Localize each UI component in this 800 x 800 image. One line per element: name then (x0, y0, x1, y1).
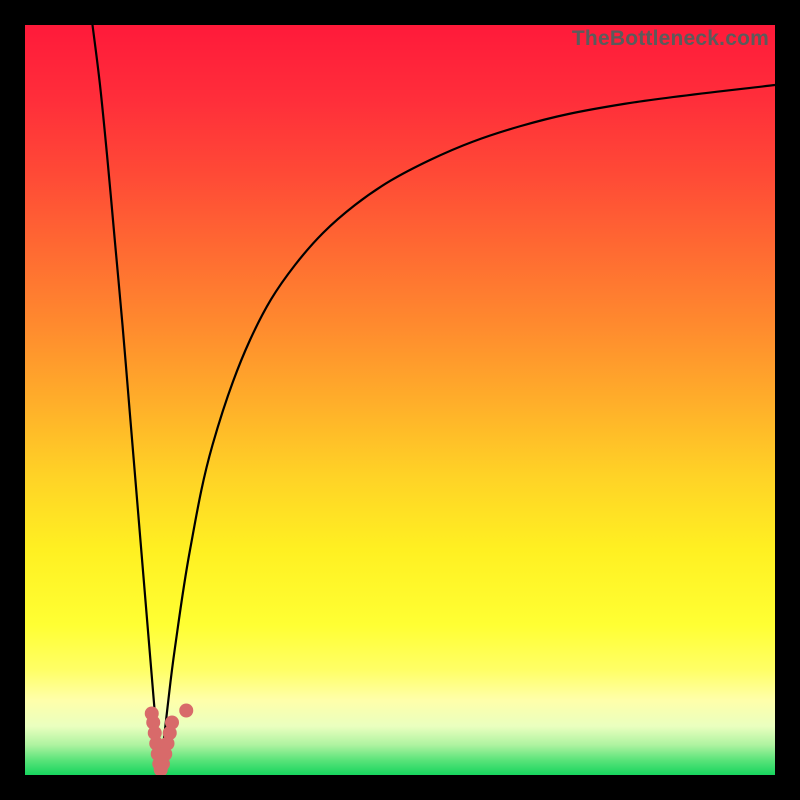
curve-right-branch (160, 85, 775, 775)
chart-frame: TheBottleneck.com (0, 0, 800, 800)
marker-dot (179, 704, 193, 718)
curve-left-branch (93, 25, 161, 775)
curve-layer (25, 25, 775, 775)
plot-area: TheBottleneck.com (25, 25, 775, 775)
marker-dot (165, 716, 179, 730)
watermark-text: TheBottleneck.com (572, 27, 769, 51)
marker-cluster (145, 704, 194, 776)
